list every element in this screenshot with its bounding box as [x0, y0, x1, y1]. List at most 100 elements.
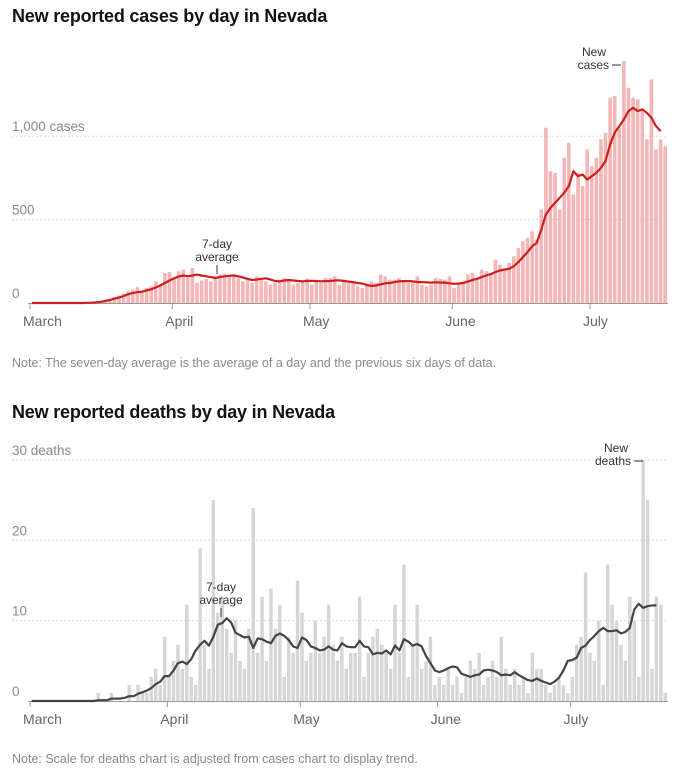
- cases-bar: [296, 282, 300, 303]
- deaths-y-tick-label: 0: [12, 684, 20, 699]
- deaths-bar: [260, 596, 264, 701]
- deaths-bar: [171, 660, 176, 701]
- deaths-bar: [340, 636, 344, 701]
- cases-x-tick-label: April: [165, 313, 193, 329]
- deaths-x-tick-label: May: [293, 711, 319, 727]
- deaths-y-tick-label: 30 deaths: [12, 443, 72, 458]
- cases-bar: [245, 278, 250, 303]
- cases-bar: [351, 281, 355, 303]
- cases-bar: [300, 280, 305, 303]
- deaths-bar: [490, 660, 495, 701]
- deaths-bar: [357, 596, 362, 701]
- deaths-bar: [659, 604, 663, 701]
- cases-bar: [360, 287, 365, 303]
- cases-x-tick-label: July: [583, 313, 608, 329]
- cases-bar: [594, 157, 599, 303]
- cases-chart-note: Note: The seven-day average is the avera…: [12, 356, 497, 370]
- cases-bar: [429, 284, 433, 303]
- cases-bar: [388, 279, 392, 303]
- deaths-bar: [158, 684, 162, 701]
- cases-bar: [254, 276, 259, 303]
- cases-bar: [374, 282, 378, 303]
- cases-bar: [456, 282, 461, 303]
- deaths-bar: [499, 636, 504, 701]
- cases-bar: [617, 127, 622, 303]
- cases-bar: [282, 277, 287, 303]
- cases-bar: [589, 166, 594, 303]
- cases-bar: [645, 139, 649, 303]
- deaths-bar: [601, 684, 605, 701]
- cases-bar: [580, 186, 585, 303]
- cases-bar: [126, 291, 130, 303]
- deaths-bar: [579, 636, 583, 701]
- cases-bar: [622, 61, 626, 303]
- deaths-bar: [561, 684, 566, 701]
- cases-bar: [433, 277, 438, 303]
- cases-bar: [585, 149, 589, 303]
- deaths-bar: [273, 628, 278, 701]
- cases-bar: [149, 286, 153, 303]
- deaths-bar: [570, 676, 574, 701]
- deaths-bar: [145, 692, 149, 701]
- cases-bar: [264, 281, 268, 303]
- cases-bar: [493, 259, 498, 303]
- deaths-bar: [402, 564, 406, 701]
- cases-bar: [369, 281, 374, 303]
- cases-bar: [599, 139, 603, 303]
- deaths-x-tick-label: March: [23, 711, 62, 727]
- deaths-bar: [623, 660, 628, 701]
- deaths-bar: [269, 588, 273, 701]
- deaths-bar: [508, 684, 512, 701]
- deaths-bar: [393, 604, 397, 701]
- deaths-bar: [353, 652, 357, 701]
- cases-bar: [121, 293, 126, 303]
- cases-bar: [291, 284, 296, 303]
- deaths-bar: [641, 460, 645, 701]
- cases-bar: [484, 271, 488, 303]
- cases-bar: [663, 146, 667, 303]
- deaths-bar: [574, 644, 579, 701]
- deaths-bar: [495, 676, 499, 701]
- cases-bar: [424, 286, 429, 303]
- deaths-bar: [326, 604, 331, 701]
- cases-chart-title: New reported cases by day in Nevada: [12, 6, 328, 26]
- cases-bar: [172, 277, 176, 303]
- cases-bar: [631, 97, 635, 303]
- cases-bar: [342, 279, 346, 303]
- deaths-bar: [592, 660, 597, 701]
- deaths-bar: [167, 676, 171, 701]
- cases-bar-label-line1: New: [582, 45, 606, 59]
- cases-bar: [415, 276, 420, 303]
- deaths-bar: [295, 580, 300, 701]
- deaths-bar: [384, 652, 388, 701]
- deaths-bar: [362, 676, 366, 701]
- cases-bar: [479, 269, 484, 303]
- deaths-y-tick-label: 10: [12, 604, 27, 619]
- cases-bar: [498, 264, 502, 303]
- deaths-bar: [517, 684, 521, 701]
- cases-bar: [401, 281, 406, 303]
- cases-bar: [153, 281, 158, 303]
- cases-bar: [328, 277, 332, 303]
- deaths-chart-note: Note: Scale for deaths chart is adjusted…: [12, 752, 418, 766]
- cases-bar: [273, 282, 277, 303]
- cases-bar: [516, 247, 521, 303]
- deaths-bar: [433, 684, 437, 701]
- cases-bar: [176, 271, 181, 303]
- deaths-bar: [512, 668, 517, 701]
- cases-bar: [209, 281, 213, 303]
- cases-average-label-line1: 7-day: [202, 237, 232, 251]
- cases-bar-label-line2: cases: [578, 58, 609, 72]
- cases-bar: [420, 284, 424, 303]
- cases-bar: [539, 209, 544, 303]
- deaths-bar: [455, 676, 459, 701]
- cases-bar: [332, 276, 337, 303]
- deaths-bar: [349, 652, 353, 701]
- deaths-bar: [380, 644, 384, 701]
- cases-average-line: [31, 106, 662, 305]
- deaths-bar: [539, 668, 543, 701]
- deaths-bar: [282, 676, 286, 701]
- cases-bar: [231, 275, 236, 303]
